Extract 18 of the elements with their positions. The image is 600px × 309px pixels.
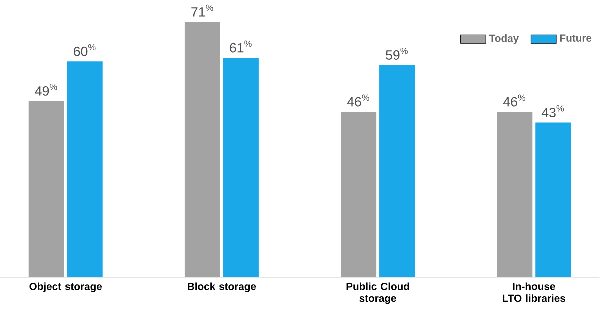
data-label: 49$^{%}$ — [35, 84, 58, 96]
bar — [223, 58, 259, 278]
data-label: 43$^{%}$ — [542, 105, 564, 118]
x-tick-label: Block storage — [188, 282, 256, 292]
data-label: 61$^{%}$ — [230, 40, 252, 53]
data-label: 59$^{%}$ — [386, 48, 408, 60]
bar — [536, 122, 572, 278]
x-tick-label: Object storage — [30, 282, 102, 292]
data-label: 71$^{%}$ — [192, 4, 214, 17]
x-tick-label: In-house LTO libraries — [503, 282, 566, 302]
data-label: 46$^{%}$ — [347, 94, 370, 107]
data-label: 60$^{%}$ — [74, 44, 96, 56]
legend-label: Today — [489, 34, 520, 44]
x-tick-label: Public Cloud storage — [346, 282, 410, 304]
bar — [380, 65, 416, 278]
data-label: 46$^{%}$ — [503, 94, 526, 107]
legend-label: Future — [560, 34, 592, 42]
bar — [67, 61, 103, 278]
